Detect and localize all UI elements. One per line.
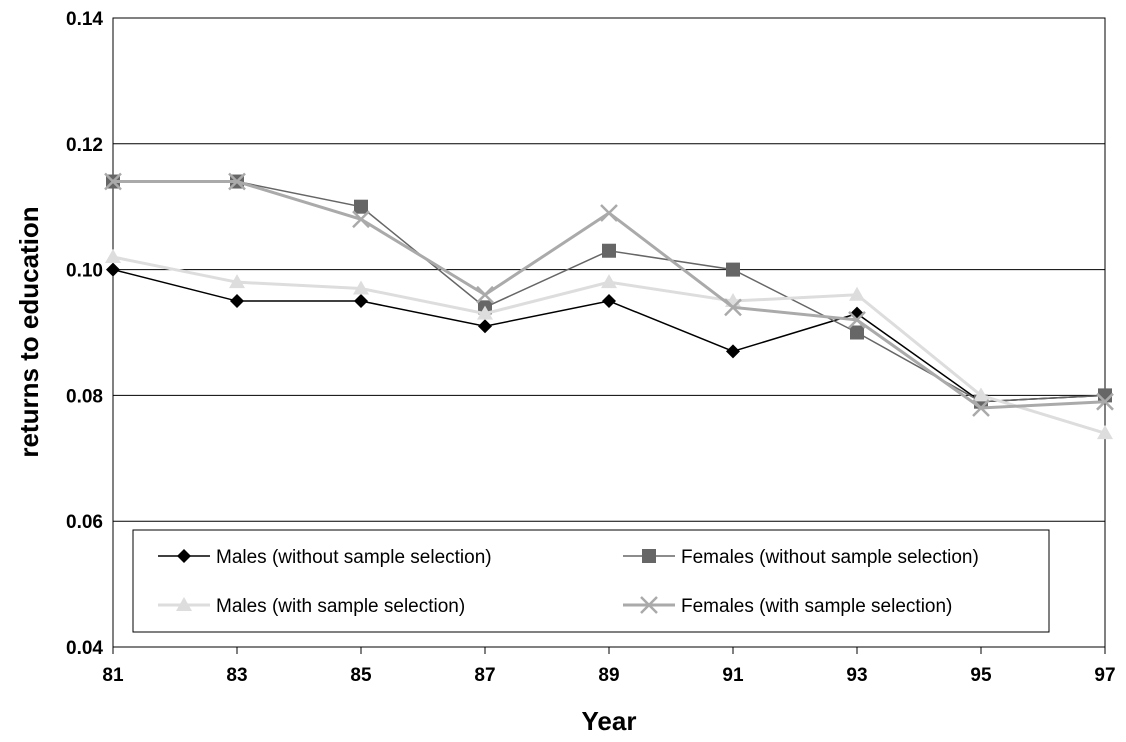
x-tick-label: 87 [474,665,495,686]
y-tick-label: 0.06 [66,512,103,533]
legend-label: Females (without sample selection) [681,547,979,568]
series-marker [477,305,493,320]
series-marker [600,204,618,222]
marker-stroke [476,285,494,304]
series-marker [642,549,656,563]
marker-stroke [640,596,658,614]
series-marker [1097,425,1113,440]
marker-stroke [848,311,866,329]
y-tick-label: 0.08 [66,386,103,407]
legend-item: Females (without sample selection) [623,547,979,568]
legend-label: Females (with sample selection) [681,596,952,617]
series-marker [973,387,989,402]
y-tick-label: 0.10 [66,261,103,282]
legend-box [132,529,1050,633]
legend-label: Males (with sample selection) [216,596,465,617]
x-tick-label: 81 [102,665,124,686]
series-marker [724,298,742,317]
y-axis-tick-labels: 0.04 0.06 0.08 0.10 0.12 0.14 [66,9,103,659]
x-axis-title: Year [582,706,637,736]
gridlines [113,143,1105,522]
marker-stroke [972,399,990,417]
series-marker [229,274,245,289]
series-marker [602,294,616,309]
series-marker [848,311,866,329]
marker-stroke [724,298,742,317]
series-marker [104,172,122,191]
series-marker [177,549,191,563]
x-tick-label: 93 [846,665,867,686]
series-marker [228,172,246,191]
marker-stroke [600,204,618,222]
legend-item: Females (with sample selection) [623,596,952,617]
marker-stroke [1096,392,1114,411]
series-marker [602,243,616,258]
series-marker [105,249,121,264]
series-marker [476,285,494,304]
series-marker [230,294,244,309]
legend-item: Males (with sample selection) [158,596,465,617]
series-marker [354,199,368,214]
series-marker [726,344,740,359]
series-marker [1096,392,1114,411]
y-tick-label: 0.04 [66,638,103,659]
series-marker [850,325,864,340]
series-layer [104,172,1114,440]
x-axis-ticks [112,647,1106,654]
series-marker [849,286,865,301]
y-tick-label: 0.12 [66,135,103,156]
x-tick-label: 95 [970,665,992,686]
legend-label: Males (without sample selection) [216,547,492,568]
y-tick-label: 0.14 [66,9,103,30]
series-marker [478,319,492,334]
series-marker [352,210,370,229]
series-marker [353,280,369,295]
marker-stroke [228,172,246,191]
series-4 [104,172,1114,417]
series-marker [601,274,617,289]
x-tick-label: 89 [598,665,619,686]
series-marker [972,399,990,417]
y-axis-title: returns to education [14,206,44,457]
x-tick-label: 85 [350,665,372,686]
x-tick-label: 83 [226,665,247,686]
marker-stroke [352,210,370,229]
legend: Males (without sample selection) Females … [132,529,1050,633]
x-axis-tick-labels: 81 83 85 87 89 91 93 95 97 [102,665,1115,686]
x-tick-label: 91 [722,665,744,686]
x-tick-label: 97 [1094,665,1115,686]
series-marker [106,262,120,277]
series-marker [726,262,740,277]
marker-stroke [104,172,122,191]
legend-item: Males (without sample selection) [158,547,492,568]
series-marker [176,597,192,611]
series-marker [354,294,368,309]
series-marker [640,596,658,614]
